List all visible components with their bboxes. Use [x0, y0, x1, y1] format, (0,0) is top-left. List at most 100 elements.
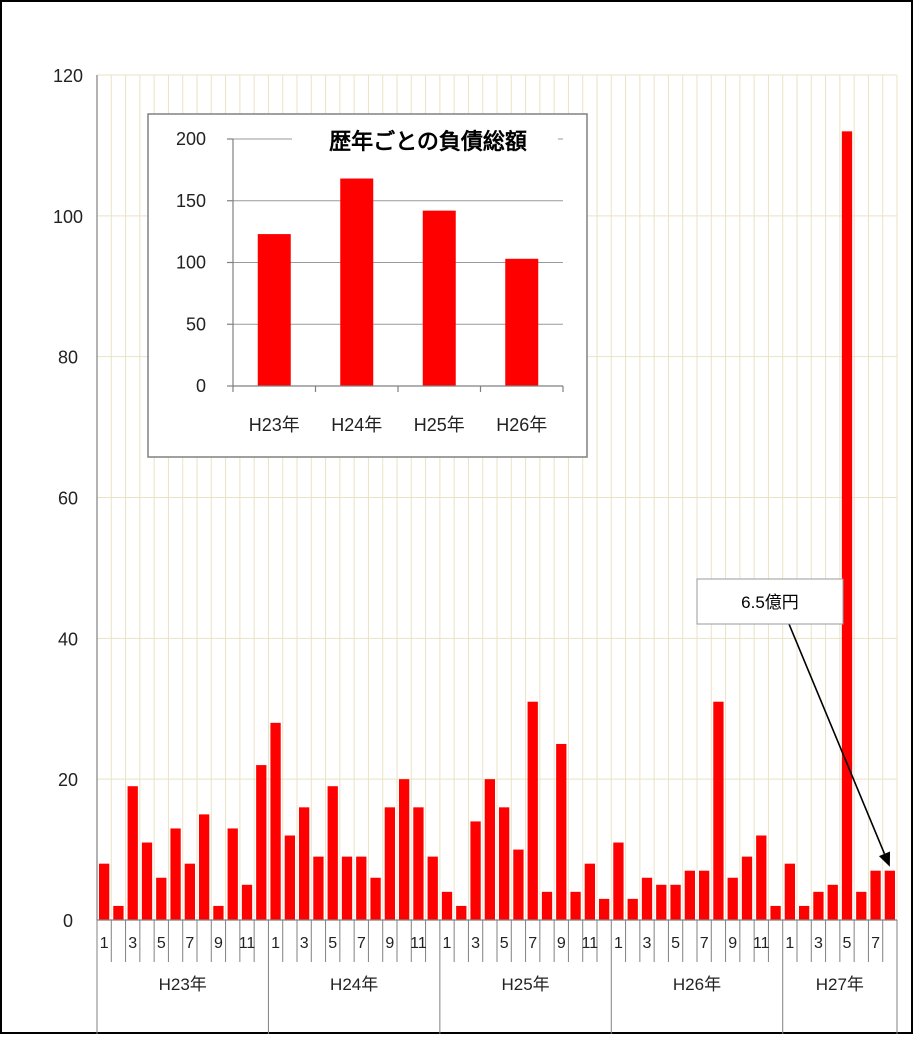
main-bar — [627, 898, 638, 920]
main-year-label: H24年 — [330, 975, 378, 994]
annotation-arrowhead — [878, 851, 891, 867]
main-bar — [541, 891, 553, 920]
main-month-tick-label: 5 — [157, 935, 166, 952]
main-bar — [684, 870, 695, 920]
main-bar — [156, 877, 167, 920]
main-bar — [370, 877, 381, 920]
inset-y-tick-labels: 0 50 100 150 200 — [176, 129, 206, 396]
main-y-tick-label: 100 — [53, 207, 83, 227]
inset-title-backdrop — [292, 124, 558, 158]
main-bar — [256, 765, 267, 920]
inset-category-label: H23年 — [249, 415, 300, 435]
main-month-tick-label: 11 — [239, 935, 256, 952]
main-month-tick-label: 7 — [528, 935, 537, 952]
main-y-tick-label: 20 — [58, 770, 78, 790]
inset-bar — [505, 258, 539, 386]
annotation-box — [696, 578, 844, 625]
main-bar — [456, 905, 467, 920]
main-bar — [227, 828, 238, 920]
main-month-tick-label: 3 — [643, 935, 652, 952]
main-month-tick-label: 3 — [300, 935, 309, 952]
main-bar — [827, 884, 838, 920]
inset-category-labels: H23年 H24年 H25年 H26年 — [249, 415, 548, 435]
main-bar — [813, 891, 824, 920]
main-y-tick-label: 120 — [53, 66, 83, 86]
main-month-tick-label: 7 — [185, 935, 194, 952]
main-bar — [384, 807, 395, 920]
inset-y-tick-label: 0 — [196, 376, 206, 396]
main-bar — [356, 856, 367, 920]
main-bar — [656, 884, 667, 920]
main-bar — [599, 898, 610, 920]
main-month-tick-labels: 1 3 5 7 9 11 1 3 5 7 9 11 1 3 5 7 9 11 1 3 5 7 9 11 1 3 5 7 — [100, 935, 880, 952]
main-y-tick-labels: 0 20 40 60 80 100 120 — [53, 66, 83, 931]
main-bar — [570, 891, 581, 920]
main-month-tick-label: 7 — [700, 935, 709, 952]
main-bar — [241, 884, 253, 920]
main-month-tick-label: 1 — [100, 935, 109, 952]
main-bar — [556, 743, 567, 920]
main-year-label: H27年 — [816, 975, 864, 994]
main-bar — [513, 849, 524, 920]
inset-y-tick-label: 150 — [176, 191, 206, 211]
main-month-tick-label: 1 — [443, 935, 452, 952]
main-month-tick-label: 9 — [557, 935, 566, 952]
main-bar — [841, 131, 853, 921]
inset-y-tick-label: 200 — [176, 129, 206, 149]
main-bar — [527, 701, 538, 920]
main-y-tick-label: 0 — [63, 911, 73, 931]
main-bar — [141, 842, 153, 920]
inset-y-tick-label: 100 — [176, 253, 206, 273]
main-month-tick-label: 5 — [843, 935, 852, 952]
main-bar — [713, 701, 724, 920]
main-bar — [699, 870, 710, 920]
inset-chart: 0 50 100 150 200 H23年 H24年 H25年 H26年 歴年ごとの負債総額 — [147, 113, 588, 458]
inset-bars — [257, 178, 539, 386]
main-bar — [484, 779, 495, 920]
main-month-tick-label: 9 — [385, 935, 394, 952]
main-bar — [99, 863, 110, 920]
main-bar — [113, 905, 124, 920]
annotation-label: 6.5億円 — [741, 593, 799, 612]
main-bar — [327, 786, 338, 920]
inset-bar — [340, 178, 374, 386]
main-bar — [884, 870, 895, 920]
main-bar — [856, 891, 867, 920]
main-y-tick-label: 40 — [58, 629, 78, 649]
main-month-tick-label: 5 — [328, 935, 337, 952]
main-month-tick-label: 3 — [814, 935, 823, 952]
main-bar — [499, 807, 510, 920]
main-bar — [341, 856, 353, 920]
main-bar — [213, 905, 224, 920]
main-bar — [756, 835, 767, 920]
main-bar — [770, 905, 781, 920]
main-year-label: H25年 — [501, 975, 549, 994]
main-month-tick-label: 9 — [214, 935, 223, 952]
main-bar — [184, 863, 195, 920]
main-bar — [199, 814, 210, 920]
main-month-tick-label: 7 — [357, 935, 366, 952]
inset-axis — [227, 138, 564, 392]
main-bar — [470, 821, 481, 920]
main-bar — [170, 828, 181, 920]
main-month-tick-label: 11 — [582, 935, 599, 952]
main-year-label: H23年 — [159, 975, 207, 994]
main-y-tick-label: 80 — [58, 348, 78, 368]
main-axis — [96, 75, 898, 1034]
main-bar — [641, 877, 653, 920]
main-bars — [99, 131, 895, 921]
main-month-tick-label: 11 — [410, 935, 427, 952]
main-month-tick-label: 11 — [753, 935, 770, 952]
inset-chart-title: 歴年ごとの負債総額 — [329, 129, 527, 154]
inset-category-label: H24年 — [331, 415, 382, 435]
main-month-tick-label: 3 — [128, 935, 137, 952]
main-bar — [613, 842, 624, 920]
annotation: 6.5億円 — [696, 578, 891, 867]
main-bar — [799, 905, 810, 920]
main-month-tick-label: 3 — [471, 935, 480, 952]
inset-category-label: H25年 — [414, 415, 465, 435]
main-bar — [670, 884, 681, 920]
main-bar — [413, 807, 424, 920]
main-bar — [727, 877, 738, 920]
